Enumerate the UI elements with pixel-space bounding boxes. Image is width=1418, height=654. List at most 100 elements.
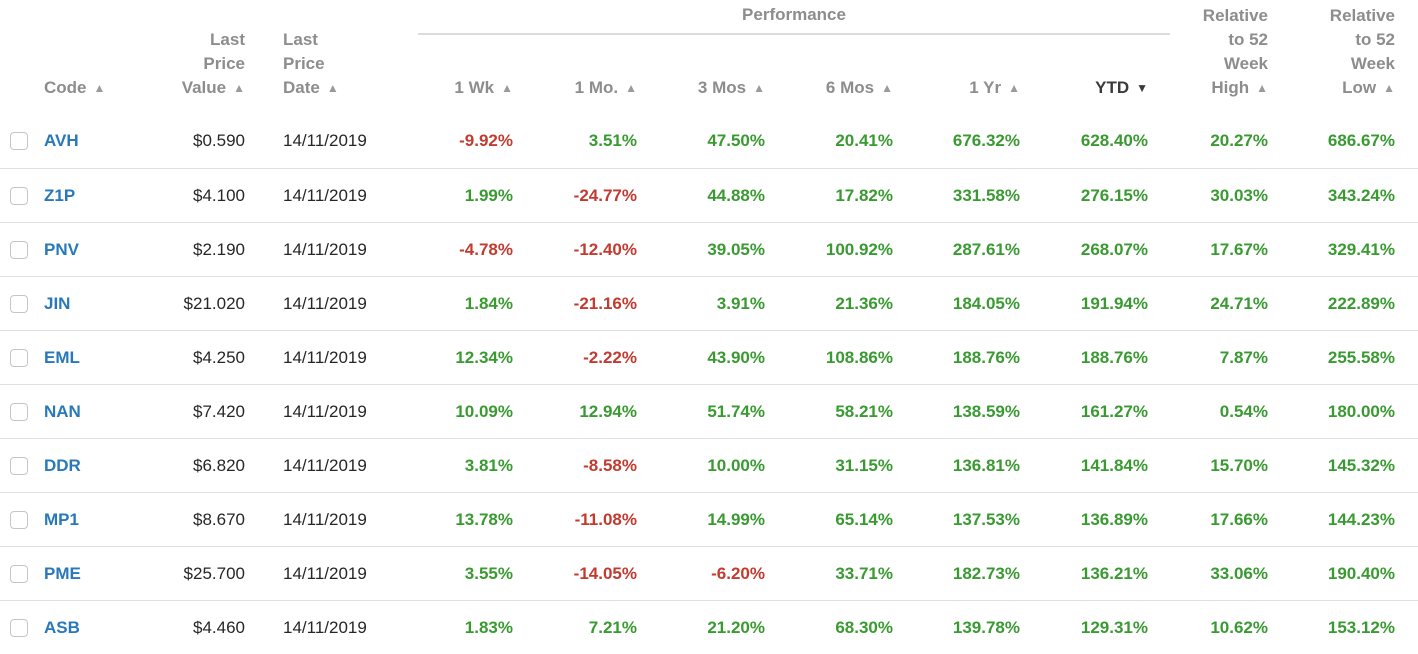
col-header-6mos[interactable]: 6 Mos ▲ bbox=[765, 76, 893, 101]
last-price-date: 14/11/2019 bbox=[283, 563, 367, 583]
col-header-last-price-date-label: Last Price Date bbox=[283, 30, 325, 97]
last-price-value: $7.420 bbox=[193, 401, 245, 421]
col-header-3mos[interactable]: 3 Mos ▲ bbox=[637, 76, 765, 101]
perf-3mos: 39.05% bbox=[707, 239, 765, 259]
row-checkbox[interactable] bbox=[10, 402, 28, 421]
rel-52wk-low: 343.24% bbox=[1327, 185, 1395, 205]
sort-asc-icon: ▲ bbox=[1008, 81, 1020, 95]
row-checkbox-cell bbox=[0, 294, 36, 313]
perf-1wk: 13.78% bbox=[455, 509, 513, 529]
performance-group-underline bbox=[418, 33, 1170, 35]
last-price-value: $4.100 bbox=[193, 185, 245, 205]
sort-desc-icon: ▼ bbox=[1136, 81, 1148, 95]
row-checkbox[interactable] bbox=[10, 132, 28, 150]
col-header-ytd[interactable]: YTD ▼ bbox=[1020, 76, 1148, 101]
rel-52wk-high: 17.66% bbox=[1210, 509, 1268, 529]
row-checkbox[interactable] bbox=[10, 564, 28, 583]
perf-3mos: 47.50% bbox=[707, 131, 765, 150]
code-link[interactable]: DDR bbox=[44, 455, 81, 475]
col-header-rel-52wk-low[interactable]: Relative to 52 Week Low ▲ bbox=[1268, 4, 1395, 101]
code-link[interactable]: JIN bbox=[44, 293, 71, 313]
row-checkbox[interactable] bbox=[10, 510, 28, 529]
perf-6mos: 33.71% bbox=[835, 563, 893, 583]
col-header-code[interactable]: Code ▲ bbox=[36, 76, 114, 101]
col-header-1mo[interactable]: 1 Mo. ▲ bbox=[513, 76, 637, 101]
perf-ytd: 141.84% bbox=[1080, 455, 1148, 475]
perf-ytd: 136.89% bbox=[1080, 509, 1148, 529]
row-checkbox-cell bbox=[0, 348, 36, 367]
table-body: AVH $0.590 14/11/2019 -9.92% 3.51% 47.50% 20.4… bbox=[0, 114, 1418, 654]
code-link[interactable]: NAN bbox=[44, 401, 81, 421]
table-row: Z1P $4.100 14/11/2019 1.99% -24.77% 44.88% 17.… bbox=[0, 168, 1418, 222]
table-row: MP1 $8.670 14/11/2019 13.78% -11.08% 14.99% 65… bbox=[0, 492, 1418, 546]
code-link[interactable]: ASB bbox=[44, 617, 80, 637]
code-link[interactable]: AVH bbox=[44, 131, 79, 150]
col-header-last-price-date[interactable]: Last Price Date ▲ bbox=[245, 28, 395, 101]
code-link[interactable]: PME bbox=[44, 563, 81, 583]
col-header-3mos-label: 3 Mos bbox=[697, 78, 747, 97]
last-price-date: 14/11/2019 bbox=[283, 347, 367, 367]
code-link[interactable]: EML bbox=[44, 347, 80, 367]
perf-ytd: 191.94% bbox=[1080, 293, 1148, 313]
rel-52wk-low: 686.67% bbox=[1327, 131, 1395, 150]
row-checkbox[interactable] bbox=[10, 348, 28, 367]
table-row: PNV $2.190 14/11/2019 -4.78% -12.40% 39.05% 10… bbox=[0, 222, 1418, 276]
perf-6mos: 68.30% bbox=[835, 617, 893, 637]
code-link[interactable]: MP1 bbox=[44, 509, 79, 529]
code-link[interactable]: PNV bbox=[44, 239, 79, 259]
col-header-rel-52wk-high[interactable]: Relative to 52 Week High ▲ bbox=[1148, 4, 1268, 101]
row-checkbox-cell bbox=[0, 402, 36, 421]
row-checkbox[interactable] bbox=[10, 240, 28, 259]
row-checkbox[interactable] bbox=[10, 456, 28, 475]
col-header-1yr-label: 1 Yr bbox=[969, 78, 1002, 97]
rel-52wk-low: 255.58% bbox=[1327, 347, 1395, 367]
table-row: NAN $7.420 14/11/2019 10.09% 12.94% 51.74% 58.… bbox=[0, 384, 1418, 438]
performance-group-header: Performance bbox=[742, 5, 846, 24]
perf-ytd: 129.31% bbox=[1080, 617, 1148, 637]
sort-asc-icon: ▲ bbox=[501, 81, 513, 95]
last-price-date: 14/11/2019 bbox=[283, 617, 367, 637]
sort-asc-icon: ▲ bbox=[1256, 81, 1268, 95]
sort-asc-icon: ▲ bbox=[625, 81, 637, 95]
perf-3mos: 51.74% bbox=[707, 401, 765, 421]
last-price-value: $21.020 bbox=[183, 293, 245, 313]
perf-ytd: 136.21% bbox=[1080, 563, 1148, 583]
col-header-6mos-label: 6 Mos bbox=[825, 78, 875, 97]
row-checkbox-cell bbox=[0, 618, 36, 637]
table-row: EML $4.250 14/11/2019 12.34% -2.22% 43.90% 108… bbox=[0, 330, 1418, 384]
row-checkbox-cell bbox=[0, 456, 36, 475]
perf-1wk: 1.83% bbox=[464, 617, 513, 637]
last-price-date: 14/11/2019 bbox=[283, 131, 367, 150]
col-header-code-label: Code bbox=[44, 78, 87, 97]
perf-1yr: 184.05% bbox=[952, 293, 1020, 313]
perf-1yr: 138.59% bbox=[952, 401, 1020, 421]
table-row: PME $25.700 14/11/2019 3.55% -14.05% -6.20% 33… bbox=[0, 546, 1418, 600]
perf-1wk: 10.09% bbox=[455, 401, 513, 421]
col-header-1wk[interactable]: 1 Wk ▲ bbox=[395, 76, 513, 101]
col-header-rel-52wk-high-label: Relative to 52 Week High bbox=[1202, 6, 1268, 97]
perf-ytd: 276.15% bbox=[1080, 185, 1148, 205]
col-header-last-price-value[interactable]: Last Price Value ▲ bbox=[114, 28, 245, 101]
code-link[interactable]: Z1P bbox=[44, 185, 76, 205]
sort-asc-icon: ▲ bbox=[1383, 81, 1395, 95]
col-header-last-price-value-label: Last Price Value bbox=[181, 30, 245, 97]
perf-1wk: 1.99% bbox=[464, 185, 513, 205]
row-checkbox[interactable] bbox=[10, 186, 28, 205]
sort-asc-icon: ▲ bbox=[881, 81, 893, 95]
col-header-1wk-label: 1 Wk bbox=[454, 78, 495, 97]
last-price-value: $4.250 bbox=[193, 347, 245, 367]
rel-52wk-high: 15.70% bbox=[1210, 455, 1268, 475]
col-header-ytd-label: YTD bbox=[1095, 78, 1130, 97]
row-checkbox-cell bbox=[0, 564, 36, 583]
perf-ytd: 268.07% bbox=[1080, 239, 1148, 259]
perf-6mos: 21.36% bbox=[835, 293, 893, 313]
perf-3mos: 14.99% bbox=[707, 509, 765, 529]
col-header-1yr[interactable]: 1 Yr ▲ bbox=[893, 76, 1020, 101]
perf-ytd: 161.27% bbox=[1080, 401, 1148, 421]
sort-asc-icon: ▲ bbox=[233, 81, 245, 95]
row-checkbox[interactable] bbox=[10, 618, 28, 637]
row-checkbox[interactable] bbox=[10, 294, 28, 313]
perf-ytd: 188.76% bbox=[1080, 347, 1148, 367]
perf-6mos: 65.14% bbox=[835, 509, 893, 529]
perf-1yr: 136.81% bbox=[952, 455, 1020, 475]
